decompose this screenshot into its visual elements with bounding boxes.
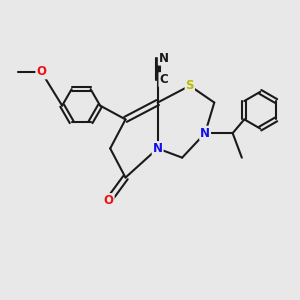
Text: N: N	[153, 142, 163, 155]
Text: O: O	[36, 65, 46, 78]
Text: N: N	[159, 52, 169, 65]
Text: N: N	[200, 127, 210, 140]
Text: C: C	[159, 73, 168, 86]
Text: S: S	[185, 79, 194, 92]
Text: O: O	[104, 194, 114, 207]
